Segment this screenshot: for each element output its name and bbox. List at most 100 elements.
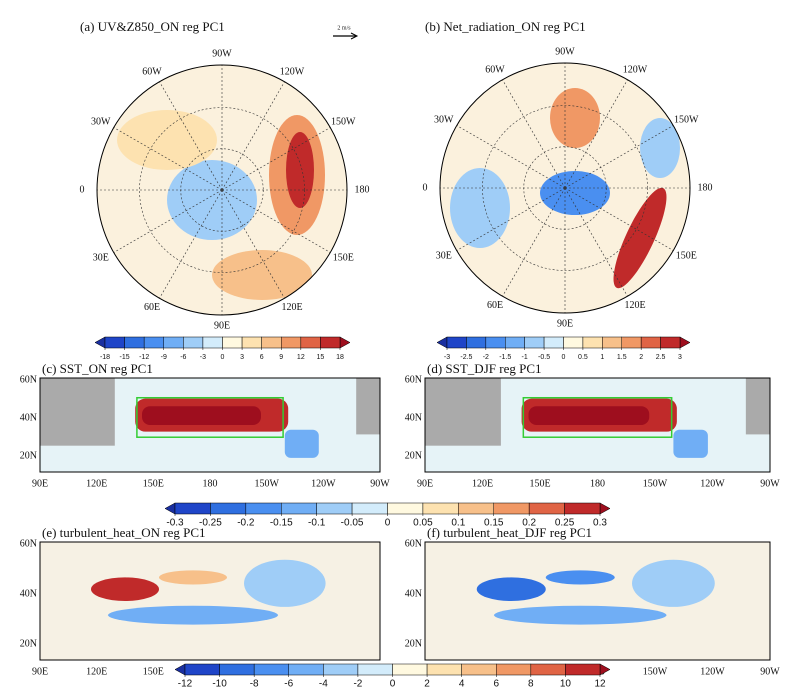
colorbar-label: 0.05 (413, 518, 433, 529)
meridian (221, 127, 331, 191)
colorbar-box (210, 502, 247, 515)
longitude-label: 30W (434, 114, 454, 125)
longitude-label: 120E (472, 478, 493, 489)
colorbar-box (458, 502, 495, 515)
colorbar-box (124, 336, 145, 349)
colorbar-label: -12 (178, 679, 193, 690)
longitude-label: 90E (214, 320, 230, 331)
panel-title: (e) turbulent_heat_ON reg PC1 (42, 525, 206, 540)
colorbar-box (104, 336, 125, 349)
longitude-label: 0 (80, 184, 85, 195)
colorbar-label: -0.25 (199, 518, 222, 529)
colorbar-box (351, 502, 388, 515)
meridian (564, 79, 628, 189)
colorbar-label: 9 (279, 354, 283, 361)
colorbar-box (288, 663, 324, 676)
longitude-label: 60E (487, 300, 503, 311)
colorbar-label: 0 (390, 679, 396, 690)
colorbar-label: 6 (260, 354, 264, 361)
colorbar-box (660, 336, 681, 349)
anomaly (108, 605, 278, 625)
colorbar-box (253, 663, 290, 676)
colorbar-label: 6 (493, 679, 499, 690)
colorbar-label: -0.05 (341, 518, 364, 529)
colorbar-box (245, 502, 282, 515)
longitude-label: 90E (557, 318, 573, 329)
longitude-label: 150E (143, 666, 164, 677)
colorbar-box (422, 502, 459, 515)
colorbar-label: -6 (284, 679, 293, 690)
longitude-label: 120E (86, 478, 107, 489)
colorbar-box (493, 502, 530, 515)
longitude-label: 120W (700, 478, 725, 489)
colorbar-box (582, 336, 603, 349)
colorbar-box (183, 336, 204, 349)
meridian (113, 127, 223, 191)
map-border (39, 541, 381, 661)
latitude-label: 20N (20, 638, 37, 649)
meridian (456, 187, 566, 251)
panel-title: (d) SST_DJF reg PC1 (427, 361, 542, 376)
colorbar-label: 0.1 (451, 518, 465, 529)
longitude-label: 120E (86, 666, 107, 677)
meridian (502, 79, 566, 189)
colorbar-label: -3 (444, 354, 450, 361)
colorbar-label: -0.15 (270, 518, 293, 529)
meridian (113, 189, 223, 253)
anomaly (673, 429, 708, 458)
latitude-label: 20N (405, 450, 422, 461)
panel-title: (b) Net_radiation_ON reg PC1 (425, 19, 586, 34)
colorbar-label: -6 (180, 354, 186, 361)
longitude-label: 90E (417, 478, 433, 489)
colorbar-box (357, 663, 393, 676)
meridian (564, 187, 674, 251)
longitude-label: 60E (144, 302, 160, 313)
panel-title: (a) UV&Z850_ON reg PC1 (80, 19, 225, 34)
longitude-label: 120W (700, 666, 725, 677)
longitude-label: 150E (676, 250, 697, 261)
anomaly (243, 559, 326, 607)
colorbar-label: -0.5 (538, 354, 550, 361)
colorbar-box (524, 336, 545, 349)
colorbar-box (323, 663, 359, 676)
longitude-label: 150E (143, 478, 164, 489)
colorbar-box (563, 336, 584, 349)
colorbar-label: -8 (250, 679, 259, 690)
anomaly (528, 406, 650, 425)
longitude-label: 180 (355, 184, 370, 195)
colorbar-box (143, 336, 165, 349)
colorbar-label: 12 (594, 679, 606, 690)
longitude-label: 90W (760, 478, 780, 489)
colorbar-label: -2 (483, 354, 489, 361)
latitude-label: 60N (405, 538, 422, 549)
colorbar-label: -0.2 (237, 518, 255, 529)
colorbar-box (543, 336, 564, 349)
meridian (221, 189, 285, 299)
anomaly (212, 250, 312, 300)
box-region (136, 396, 284, 438)
colorbar-box (281, 502, 317, 515)
longitude-label: 60W (142, 67, 162, 78)
meridian (221, 81, 285, 191)
meridian (159, 81, 223, 191)
colorbar-label: -9 (161, 354, 167, 361)
anomaly (167, 160, 257, 240)
colorbar-label: -10 (212, 679, 227, 690)
colorbar-end (599, 502, 611, 515)
colorbar-label: 0 (385, 518, 391, 529)
anomaly (284, 429, 319, 458)
colorbar-end (164, 502, 176, 515)
colorbar-label: -2 (353, 679, 362, 690)
colorbar-end (679, 336, 691, 349)
land (745, 378, 770, 435)
colorbar-label: 0.2 (522, 518, 536, 529)
longitude-label: 90W (212, 48, 232, 59)
colorbar-box (316, 502, 353, 515)
latitude-label: 40N (405, 412, 422, 423)
land (425, 378, 501, 446)
colorbar-label: 12 (297, 354, 305, 361)
meridian (502, 187, 566, 297)
map-border (39, 377, 381, 473)
anomaly (91, 577, 159, 601)
longitude-label: 90E (32, 478, 48, 489)
